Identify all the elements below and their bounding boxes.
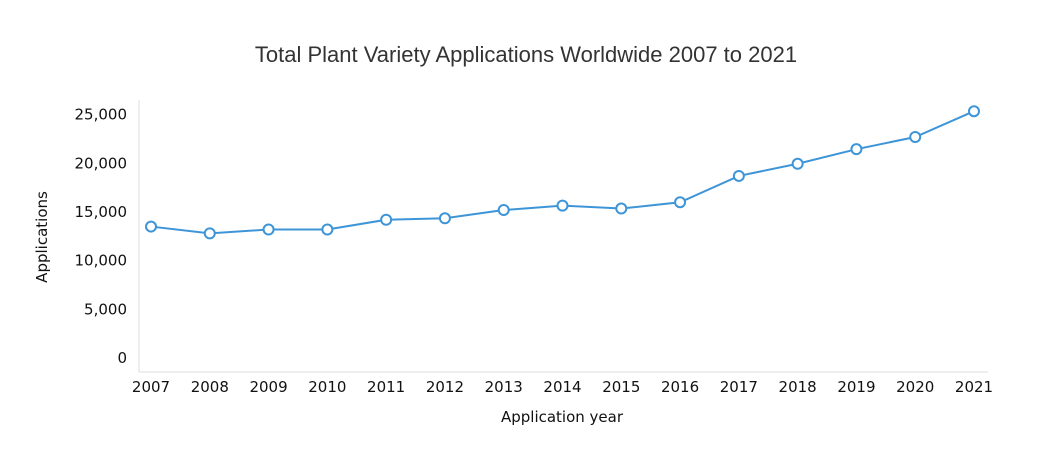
- data-point[interactable]: [674, 196, 687, 209]
- y-tick-label: 10,000: [75, 252, 128, 270]
- data-point[interactable]: [438, 212, 451, 225]
- x-tick-label: 2016: [661, 378, 699, 396]
- data-point[interactable]: [203, 227, 216, 240]
- x-tick-label: 2020: [896, 378, 934, 396]
- y-axis-label: Applications: [33, 191, 51, 283]
- x-tick-label: 2017: [720, 378, 758, 396]
- data-point[interactable]: [909, 130, 922, 143]
- x-tick-label: 2021: [955, 378, 993, 396]
- x-tick-label: 2018: [779, 378, 817, 396]
- series-line: [150, 110, 975, 235]
- x-tick-label: 2019: [837, 378, 875, 396]
- data-point[interactable]: [850, 143, 863, 156]
- series-group: [145, 105, 980, 240]
- x-tick-label: 2012: [426, 378, 464, 396]
- data-point[interactable]: [968, 105, 980, 118]
- y-tick-label: 5,000: [84, 300, 127, 318]
- x-tick-label: 2013: [485, 378, 523, 396]
- x-tick-label: 2010: [308, 378, 346, 396]
- data-point[interactable]: [321, 223, 334, 236]
- x-tick-label: 2015: [602, 378, 640, 396]
- data-point[interactable]: [556, 199, 569, 212]
- x-tick-label: 2007: [132, 378, 170, 396]
- chart-title: Total Plant Variety Applications Worldwi…: [255, 42, 797, 67]
- y-tick-label: 20,000: [75, 154, 128, 172]
- x-tick-label: 2011: [367, 378, 405, 396]
- y-tick-label: 0: [117, 349, 127, 367]
- x-tick-label: 2009: [249, 378, 287, 396]
- x-tick-label: 2008: [191, 378, 229, 396]
- x-axis-ticks: 2007 2008 2009 2010 2011 2012 2013 2014 2015 2016…: [132, 378, 993, 396]
- data-point[interactable]: [262, 223, 275, 236]
- data-point[interactable]: [791, 157, 804, 170]
- data-point[interactable]: [380, 213, 393, 226]
- y-tick-label: 25,000: [75, 106, 128, 124]
- data-point[interactable]: [732, 169, 745, 182]
- y-tick-label: 15,000: [75, 203, 128, 221]
- y-axis-ticks: 0 5,000 10,000 15,000 20,000 25,000: [75, 106, 128, 367]
- x-axis-label: Application year: [501, 408, 624, 426]
- data-point[interactable]: [497, 204, 510, 217]
- data-point[interactable]: [145, 220, 157, 233]
- data-point[interactable]: [615, 202, 628, 215]
- x-tick-label: 2014: [543, 378, 581, 396]
